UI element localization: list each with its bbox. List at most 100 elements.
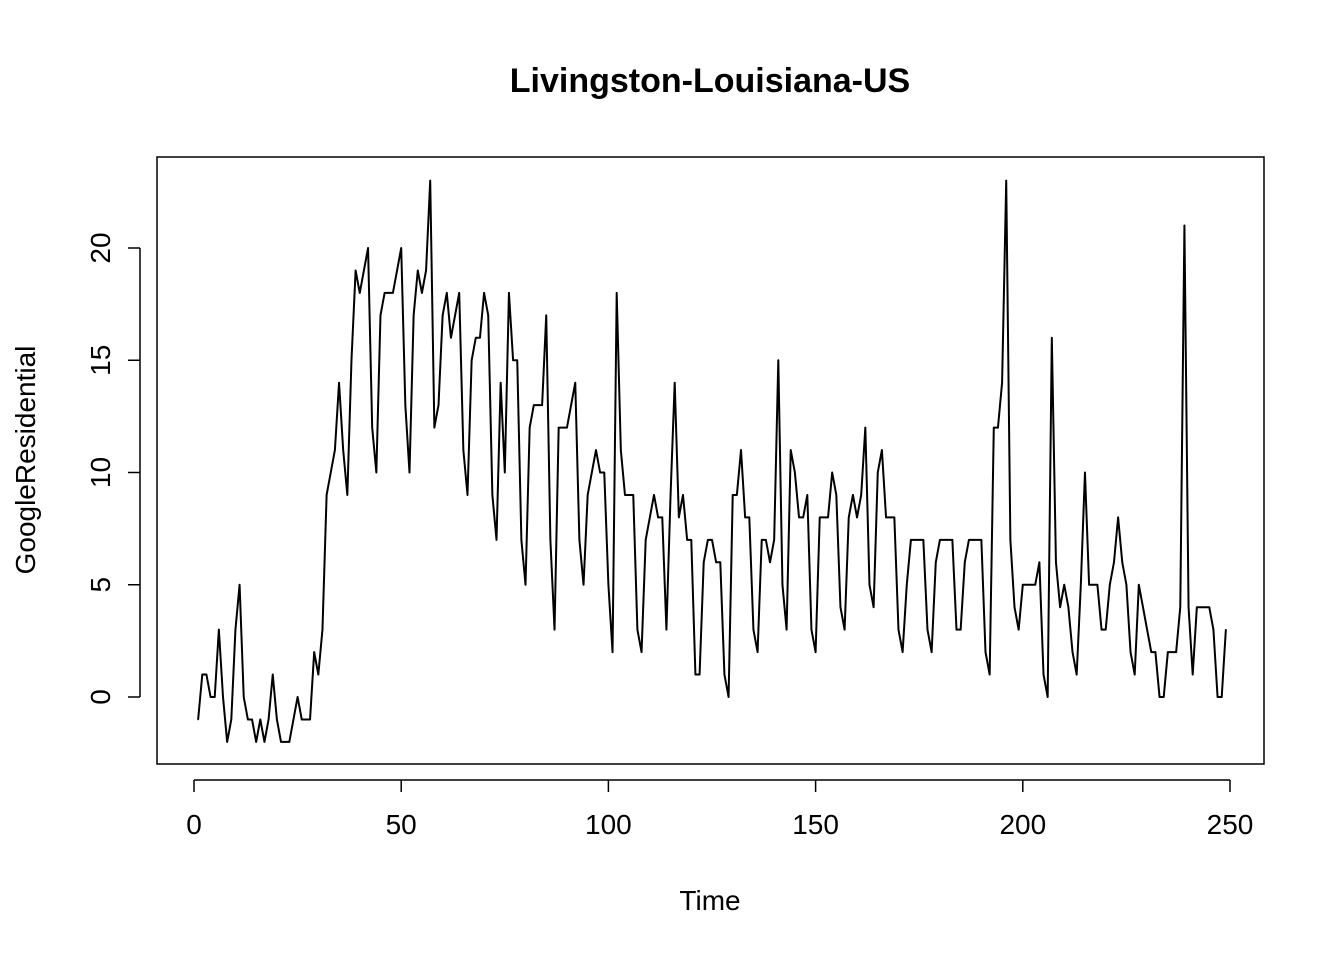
data-point bbox=[284, 741, 286, 743]
data-point bbox=[458, 292, 461, 294]
data-point bbox=[1113, 561, 1115, 564]
data-point bbox=[396, 269, 398, 272]
data-point bbox=[553, 628, 556, 631]
data-point bbox=[445, 292, 448, 294]
data-point bbox=[557, 426, 560, 429]
data-point bbox=[267, 718, 270, 721]
data-point bbox=[1055, 561, 1057, 564]
data-point bbox=[412, 314, 415, 317]
data-point bbox=[1162, 696, 1165, 698]
data-point bbox=[512, 359, 514, 362]
data-point bbox=[860, 494, 862, 496]
data-point bbox=[288, 741, 291, 743]
data-point bbox=[810, 628, 813, 631]
data-point bbox=[595, 449, 597, 451]
data-point bbox=[868, 583, 871, 586]
data-point bbox=[1167, 651, 1169, 653]
data-point bbox=[255, 741, 257, 743]
data-point bbox=[1059, 606, 1061, 608]
data-point bbox=[955, 628, 958, 631]
data-point bbox=[1212, 628, 1215, 631]
data-point bbox=[847, 516, 850, 519]
data-point bbox=[856, 516, 858, 519]
data-point bbox=[566, 426, 568, 429]
data-point bbox=[885, 516, 887, 519]
data-point bbox=[1026, 583, 1028, 586]
data-point bbox=[317, 673, 320, 676]
data-point bbox=[234, 628, 237, 631]
data-point bbox=[661, 516, 664, 519]
data-point bbox=[309, 718, 311, 721]
data-point bbox=[694, 673, 697, 676]
data-point bbox=[926, 628, 929, 631]
data-point bbox=[731, 494, 734, 496]
y-axis: 0 5 10 15 20 bbox=[85, 232, 141, 705]
data-point bbox=[947, 539, 950, 541]
data-point bbox=[429, 179, 432, 182]
data-point bbox=[586, 494, 589, 496]
data-point bbox=[259, 718, 262, 721]
data-point bbox=[620, 449, 622, 451]
x-axis: 0 50 100 150 200 250 bbox=[186, 779, 1254, 840]
data-point bbox=[487, 314, 490, 317]
data-point bbox=[462, 449, 465, 451]
data-point bbox=[1080, 583, 1082, 586]
data-point bbox=[785, 628, 788, 631]
data-point bbox=[922, 539, 925, 541]
data-point bbox=[1067, 606, 1070, 608]
data-point bbox=[321, 628, 324, 631]
data-point bbox=[777, 359, 780, 362]
data-point bbox=[1013, 606, 1016, 608]
data-point bbox=[271, 673, 274, 676]
data-point bbox=[976, 539, 979, 541]
data-point bbox=[707, 539, 709, 541]
data-point bbox=[636, 628, 639, 631]
x-tick-label: 200 bbox=[999, 809, 1046, 840]
data-point bbox=[495, 539, 498, 541]
data-point bbox=[727, 696, 730, 698]
data-point bbox=[686, 539, 688, 541]
data-point bbox=[474, 337, 477, 339]
data-point bbox=[1183, 224, 1186, 227]
data-point bbox=[541, 404, 543, 406]
data-point bbox=[1005, 179, 1008, 182]
data-point bbox=[1142, 606, 1144, 608]
data-point bbox=[831, 471, 833, 474]
data-point bbox=[1092, 583, 1095, 586]
x-axis-label: Time bbox=[679, 885, 740, 916]
data-point bbox=[1208, 606, 1211, 608]
data-point bbox=[997, 426, 999, 429]
data-point bbox=[1200, 606, 1202, 608]
data-point bbox=[1096, 583, 1099, 586]
data-point bbox=[520, 539, 523, 541]
data-point bbox=[1084, 471, 1086, 474]
data-point bbox=[918, 539, 920, 541]
data-point bbox=[992, 426, 995, 429]
data-point bbox=[437, 404, 440, 406]
x-tick-label: 50 bbox=[386, 809, 417, 840]
plot-frame bbox=[156, 156, 1265, 765]
x-tick-label: 250 bbox=[1207, 809, 1254, 840]
series-line bbox=[197, 179, 1227, 743]
data-point bbox=[897, 628, 900, 631]
data-point bbox=[723, 673, 726, 676]
data-point bbox=[1133, 673, 1136, 676]
data-point bbox=[433, 426, 436, 429]
data-point bbox=[972, 539, 974, 541]
data-point bbox=[814, 651, 817, 653]
data-point bbox=[358, 292, 361, 294]
data-point bbox=[968, 539, 970, 541]
data-point bbox=[213, 696, 216, 698]
data-point bbox=[1216, 696, 1219, 698]
data-point bbox=[1109, 583, 1111, 586]
data-point bbox=[1046, 696, 1049, 698]
data-point bbox=[963, 561, 966, 564]
data-point bbox=[835, 494, 838, 496]
data-point bbox=[1129, 651, 1132, 653]
data-point bbox=[1191, 673, 1194, 676]
data-point bbox=[350, 359, 353, 362]
data-point bbox=[872, 606, 875, 608]
data-point bbox=[479, 337, 481, 339]
data-point bbox=[334, 449, 336, 451]
